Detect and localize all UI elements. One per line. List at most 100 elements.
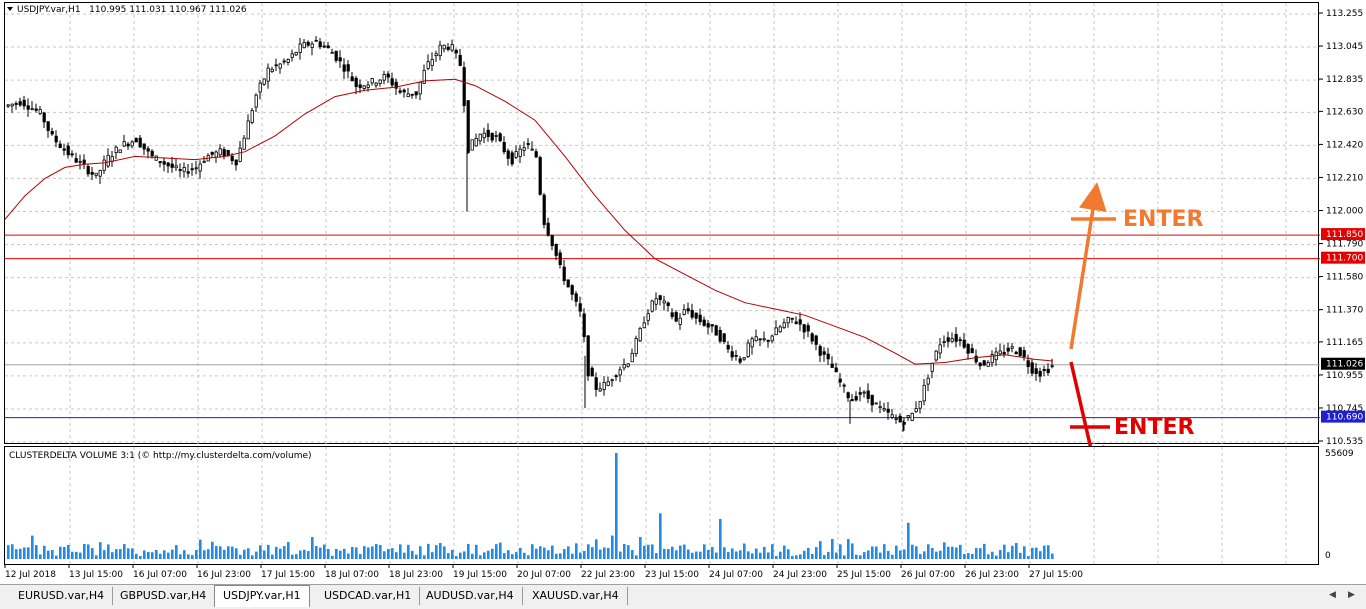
volume-bar xyxy=(855,554,858,559)
volume-bar xyxy=(371,546,374,559)
volume-bar xyxy=(647,544,650,559)
candle-body xyxy=(374,82,378,86)
candle-body xyxy=(346,64,350,72)
candle-body xyxy=(402,89,406,93)
volume-bar xyxy=(831,538,834,559)
volume-bar xyxy=(759,552,762,559)
tab-scroll-left-icon[interactable]: ◀ xyxy=(1329,590,1336,600)
time-tick-label: 25 Jul 15:00 xyxy=(837,570,891,580)
price-label-text: 111.026 xyxy=(1326,360,1363,370)
candle-body xyxy=(878,406,882,409)
volume-bar xyxy=(519,547,522,559)
volume-bar xyxy=(399,544,402,559)
price-chart-panel[interactable] xyxy=(4,2,1320,445)
volume-bar xyxy=(179,554,182,559)
candle-body xyxy=(1034,368,1038,375)
candle-body xyxy=(458,55,462,66)
volume-bar xyxy=(559,553,562,559)
volume-bar xyxy=(255,551,258,559)
volume-bar xyxy=(35,545,38,559)
price-chart[interactable] xyxy=(5,3,1320,445)
candle-body xyxy=(274,64,278,67)
volume-bar xyxy=(659,513,662,559)
candle-body xyxy=(166,162,170,167)
volume-bar xyxy=(75,551,78,559)
volume-bar xyxy=(795,555,798,559)
candle-body xyxy=(1038,370,1042,377)
volume-max-label: 55609 xyxy=(1325,449,1354,459)
candle-body xyxy=(250,110,254,123)
candle-body xyxy=(754,336,758,342)
volume-chart[interactable] xyxy=(5,447,1320,566)
candle-body xyxy=(882,408,886,411)
tab-scroll-right-icon[interactable]: ▶ xyxy=(1348,590,1355,600)
candle-body xyxy=(1006,347,1010,352)
candle-body xyxy=(834,367,838,373)
candle-body xyxy=(14,103,18,105)
candle-body xyxy=(910,412,914,422)
volume-bar xyxy=(147,551,150,559)
candle-body xyxy=(542,194,546,225)
volume-bar xyxy=(675,550,678,559)
volume-bar xyxy=(555,553,558,559)
tab-usdjpy[interactable]: USDJPY.var,H1 xyxy=(214,585,310,607)
price-tick-label: 111.580 xyxy=(1326,273,1363,283)
time-tick-label: 20 Jul 07:00 xyxy=(517,570,571,580)
candle-body xyxy=(870,394,874,406)
volume-bar xyxy=(39,554,42,559)
candle-body xyxy=(1010,346,1014,349)
volume-bar xyxy=(211,541,214,559)
candle-body xyxy=(690,310,694,318)
volume-bar xyxy=(603,547,606,559)
candle-body xyxy=(846,392,850,399)
volume-bar xyxy=(331,555,334,559)
candle-body xyxy=(350,76,354,82)
volume-bar xyxy=(575,543,578,559)
volume-panel[interactable] xyxy=(4,446,1320,566)
candle-body xyxy=(874,402,878,405)
candle-body xyxy=(654,298,658,305)
candle-body xyxy=(778,326,782,333)
candle-body xyxy=(394,81,398,89)
volume-bar xyxy=(351,546,354,559)
candle-body xyxy=(34,108,38,111)
price-tick-label: 112.835 xyxy=(1326,75,1363,85)
volume-bar xyxy=(667,549,670,559)
candle-body xyxy=(86,165,90,175)
volume-bar xyxy=(447,553,450,559)
volume-bar xyxy=(335,548,338,559)
candle-body xyxy=(826,353,830,360)
time-tick-label: 22 Jul 23:00 xyxy=(581,570,635,580)
volume-bar xyxy=(859,555,862,559)
volume-bar xyxy=(579,552,582,559)
tab-usdcad[interactable]: USDCAD.var,H1 xyxy=(316,587,421,605)
candle-body xyxy=(582,313,586,338)
candle-body xyxy=(26,105,30,110)
volume-bar xyxy=(735,551,738,559)
volume-bar xyxy=(135,553,138,559)
volume-bar xyxy=(491,548,494,559)
chart-menu-triangle-icon[interactable] xyxy=(7,7,13,11)
tab-gbpusd[interactable]: GBPUSD.var,H4 xyxy=(112,587,216,605)
tab-xauusd[interactable]: XAUUSD.var,H4 xyxy=(524,587,628,605)
candle-body xyxy=(442,44,446,50)
candle-body xyxy=(478,133,482,142)
candle-body xyxy=(406,93,410,97)
candle-body xyxy=(466,100,470,153)
candle-body xyxy=(686,308,690,312)
candle-body xyxy=(198,163,202,172)
volume-bar xyxy=(535,548,538,559)
tab-eurusd[interactable]: EURUSD.var,H4 xyxy=(10,587,114,605)
candle-body xyxy=(526,143,530,145)
volume-bar xyxy=(347,553,350,559)
volume-bar xyxy=(359,554,362,559)
tab-audusd[interactable]: AUDUSD.var,H4 xyxy=(418,587,523,605)
candle-body xyxy=(226,150,230,156)
candle-body xyxy=(558,252,562,265)
candle-body xyxy=(722,333,726,343)
candle-body xyxy=(422,70,426,84)
candle-body xyxy=(222,149,226,157)
candle-body xyxy=(986,362,990,367)
volume-bar xyxy=(771,544,774,559)
volume-bar xyxy=(131,548,134,559)
